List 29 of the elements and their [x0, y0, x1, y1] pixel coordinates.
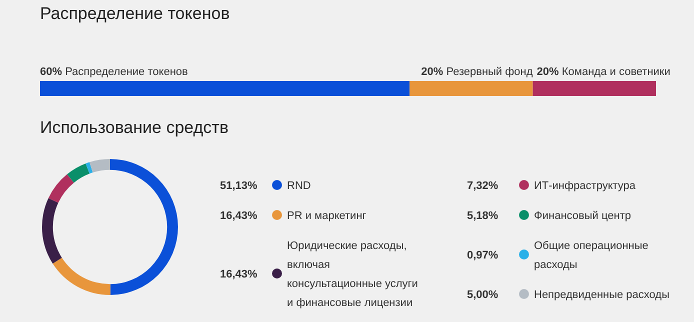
donut-slice: [67, 164, 90, 183]
legend-label: ИТ-инфраструктура: [534, 180, 636, 192]
donut-slice: [48, 174, 74, 203]
legend-label: RND: [287, 180, 311, 192]
data-label: 60%: [40, 66, 62, 78]
legend-label: Юридические расходы, включая консультационные услуги и финансовые лицензии: [287, 240, 418, 309]
donut-slice: [52, 258, 110, 295]
data-label: 7,32%: [467, 180, 498, 192]
legend-label: Непредвиденные расходы: [534, 289, 670, 301]
data-label: 20%: [536, 66, 560, 78]
data-label: 51,13%: [220, 180, 258, 192]
donut-slice: [42, 198, 62, 264]
chart-title: Распределение токенов: [40, 4, 230, 24]
legend-label: Общие операционные расходы: [534, 240, 648, 271]
donut-slice: [86, 162, 93, 174]
series-label: Команда и советники: [562, 66, 670, 78]
chart-title: Использование средств: [40, 118, 228, 138]
series-label: Распределение токенов: [65, 66, 188, 78]
data-label: 16,43%: [220, 268, 258, 280]
series-label: Резервный фонд: [446, 66, 533, 78]
legend-label: PR и маркетинг: [287, 210, 366, 222]
donut-slice: [89, 159, 110, 173]
data-label: 5,00%: [467, 289, 498, 301]
data-label: 16,43%: [220, 210, 258, 222]
data-label: 20%: [421, 66, 444, 78]
legend-label: Финансовый центр: [534, 210, 631, 222]
data-label: 0,97%: [467, 250, 498, 262]
donut-slice: [110, 159, 178, 295]
data-label: 5,18%: [467, 210, 498, 222]
